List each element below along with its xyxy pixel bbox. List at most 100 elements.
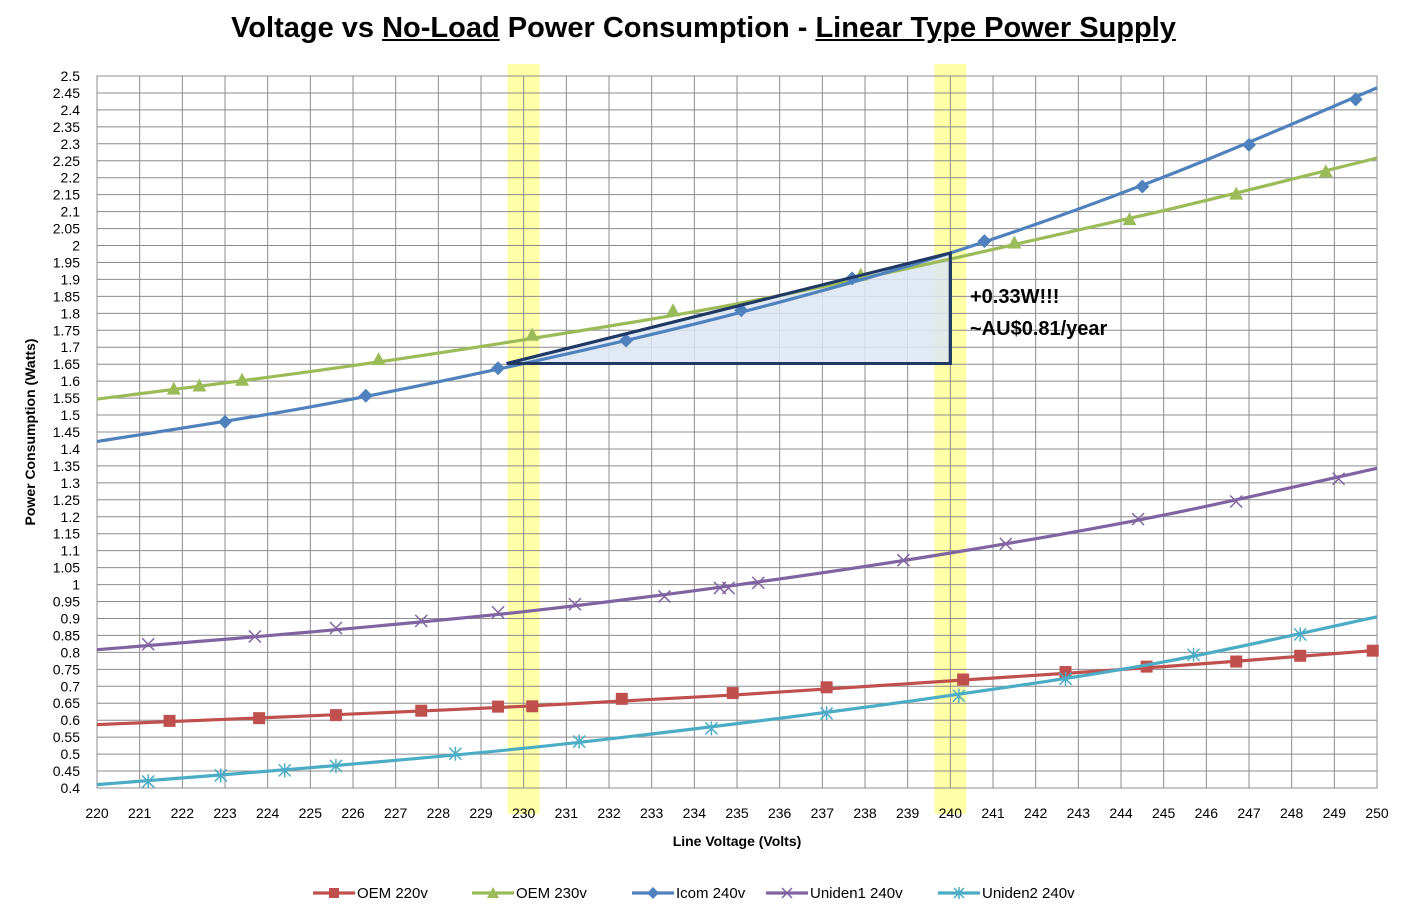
x-tick-label: 230 <box>512 805 536 821</box>
data-point <box>525 327 540 341</box>
x-tick-label: 236 <box>768 805 792 821</box>
data-point <box>1131 512 1145 526</box>
series-uniden1-240v <box>96 466 1378 652</box>
x-tick-label: 226 <box>341 805 365 821</box>
data-point <box>329 758 343 773</box>
y-tick-label: 2.2 <box>61 170 81 186</box>
x-tick-label: 225 <box>299 805 323 821</box>
series-icom-240v <box>96 86 1378 444</box>
y-tick-label: 1.1 <box>61 543 81 559</box>
y-tick-label: 1.25 <box>53 492 80 508</box>
x-tick-label: 222 <box>171 805 195 821</box>
data-point <box>1122 212 1137 226</box>
data-point <box>1229 186 1244 200</box>
y-tick-label: 1.5 <box>61 407 81 423</box>
y-tick-label: 2.45 <box>53 85 80 101</box>
y-tick-label: 2.5 <box>61 68 81 84</box>
x-tick-label: 247 <box>1237 805 1261 821</box>
annotation-text: +0.33W!!! <box>970 286 1059 308</box>
data-point <box>448 746 462 761</box>
y-tick-label: 0.6 <box>61 712 81 728</box>
y-tick-label: 1.9 <box>61 271 81 287</box>
x-tick-label: 248 <box>1280 805 1304 821</box>
legend-item: Icom 240v <box>632 885 746 902</box>
y-tick-label: 1.35 <box>53 458 80 474</box>
data-point <box>491 361 506 376</box>
data-point <box>141 774 155 789</box>
legend-label: OEM 220v <box>357 885 428 902</box>
data-point <box>666 303 680 317</box>
data-point <box>572 734 586 749</box>
data-point <box>253 712 266 725</box>
data-point <box>141 637 155 651</box>
x-tick-label: 227 <box>384 805 408 821</box>
data-point <box>615 692 628 705</box>
y-tick-label: 0.45 <box>53 763 80 779</box>
x-tick-label: 244 <box>1109 805 1133 821</box>
legend-label: OEM 230v <box>516 885 587 902</box>
y-tick-label: 1.75 <box>53 322 80 338</box>
y-tick-label: 2.35 <box>53 119 80 135</box>
legend-label: Uniden1 240v <box>810 885 903 902</box>
y-tick-label: 1.15 <box>53 526 80 542</box>
data-point <box>235 372 250 386</box>
legend-item: Uniden1 240v <box>766 885 903 902</box>
y-tick-label: 0.5 <box>61 746 81 762</box>
data-point <box>726 687 739 700</box>
y-tick-label: 1.3 <box>61 475 81 491</box>
x-tick-label: 250 <box>1365 805 1389 821</box>
data-point <box>820 706 834 721</box>
x-tick-label: 246 <box>1195 805 1219 821</box>
data-point <box>214 768 228 783</box>
x-tick-label: 233 <box>640 805 664 821</box>
data-point <box>977 234 992 249</box>
data-point <box>1293 627 1307 642</box>
y-tick-label: 1.6 <box>61 373 81 389</box>
data-point <box>192 378 207 392</box>
y-tick-label: 1.2 <box>61 509 81 525</box>
y-tick-label: 2 <box>72 238 80 254</box>
data-point <box>1229 494 1243 509</box>
data-point <box>1318 164 1333 178</box>
y-axis-title: Power Consumption (Watts) <box>22 339 38 526</box>
data-point <box>358 388 373 403</box>
chart-title: Voltage vs No-Load Power Consumption - L… <box>0 12 1407 45</box>
x-tick-label: 234 <box>683 805 707 821</box>
y-tick-label: 1 <box>72 577 80 593</box>
x-tick-label: 237 <box>811 805 835 821</box>
data-point <box>721 581 735 595</box>
x-tick-label: 235 <box>725 805 749 821</box>
y-tick-label: 1.8 <box>61 305 81 321</box>
x-tick-label: 220 <box>85 805 109 821</box>
data-point <box>248 629 262 643</box>
series-line <box>96 156 1378 401</box>
y-tick-label: 2.15 <box>53 187 80 203</box>
y-tick-label: 1.45 <box>53 424 80 440</box>
data-point <box>163 714 176 727</box>
y-tick-label: 1.7 <box>61 339 81 355</box>
chart-title-part: Voltage vs <box>231 12 383 44</box>
y-tick-label: 2.3 <box>61 136 81 152</box>
x-tick-label: 232 <box>597 805 621 821</box>
y-tick-label: 0.75 <box>53 661 80 677</box>
data-point <box>647 887 659 899</box>
x-tick-label: 229 <box>469 805 493 821</box>
x-tick-label: 239 <box>896 805 920 821</box>
data-point <box>1058 671 1073 686</box>
y-tick-label: 1.05 <box>53 560 80 576</box>
x-tick-label: 243 <box>1067 805 1091 821</box>
x-tick-label: 221 <box>128 805 152 821</box>
difference-triangle-outline <box>506 251 952 366</box>
plot-border <box>96 75 1378 789</box>
series-line <box>96 466 1378 652</box>
x-tick-label: 231 <box>555 805 579 821</box>
data-point <box>952 688 966 703</box>
data-point <box>218 414 232 429</box>
data-point <box>415 704 428 717</box>
data-point <box>1230 655 1243 668</box>
data-point <box>1366 644 1379 657</box>
data-point <box>1294 649 1307 662</box>
y-tick-label: 1.4 <box>61 441 81 457</box>
y-tick-label: 2.05 <box>53 221 80 237</box>
y-tick-label: 2.4 <box>61 102 81 118</box>
